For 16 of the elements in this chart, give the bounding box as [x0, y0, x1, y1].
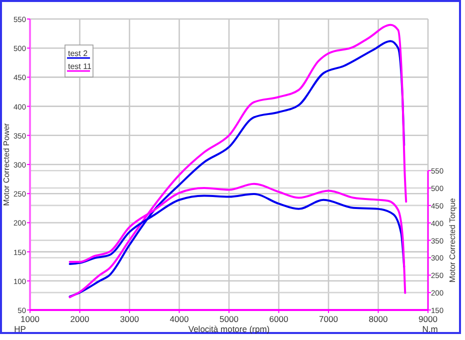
y2-axis-title: Motor Corrected Torque	[448, 198, 457, 282]
x-tick-label: 3000	[120, 314, 140, 324]
text: test 11	[68, 62, 92, 71]
x-axis-title: Velocità motore (rpm)	[188, 324, 270, 334]
y-axis-title: Motor Corrected Power	[2, 122, 11, 206]
x-tick-label: 4000	[170, 314, 189, 324]
x-tick-label: 1000	[20, 314, 40, 324]
x-tick-label: 6000	[269, 314, 288, 324]
text: N.m	[422, 324, 438, 334]
x-tick-label: 8000	[368, 314, 388, 324]
x-tick-label: 9000	[418, 314, 438, 324]
x-tick-label: 2000	[70, 314, 90, 324]
text: test 2	[68, 49, 88, 58]
text: HP	[14, 324, 26, 334]
x-tick-label: 5000	[220, 314, 239, 324]
x-tick-label: 7000	[319, 314, 338, 324]
